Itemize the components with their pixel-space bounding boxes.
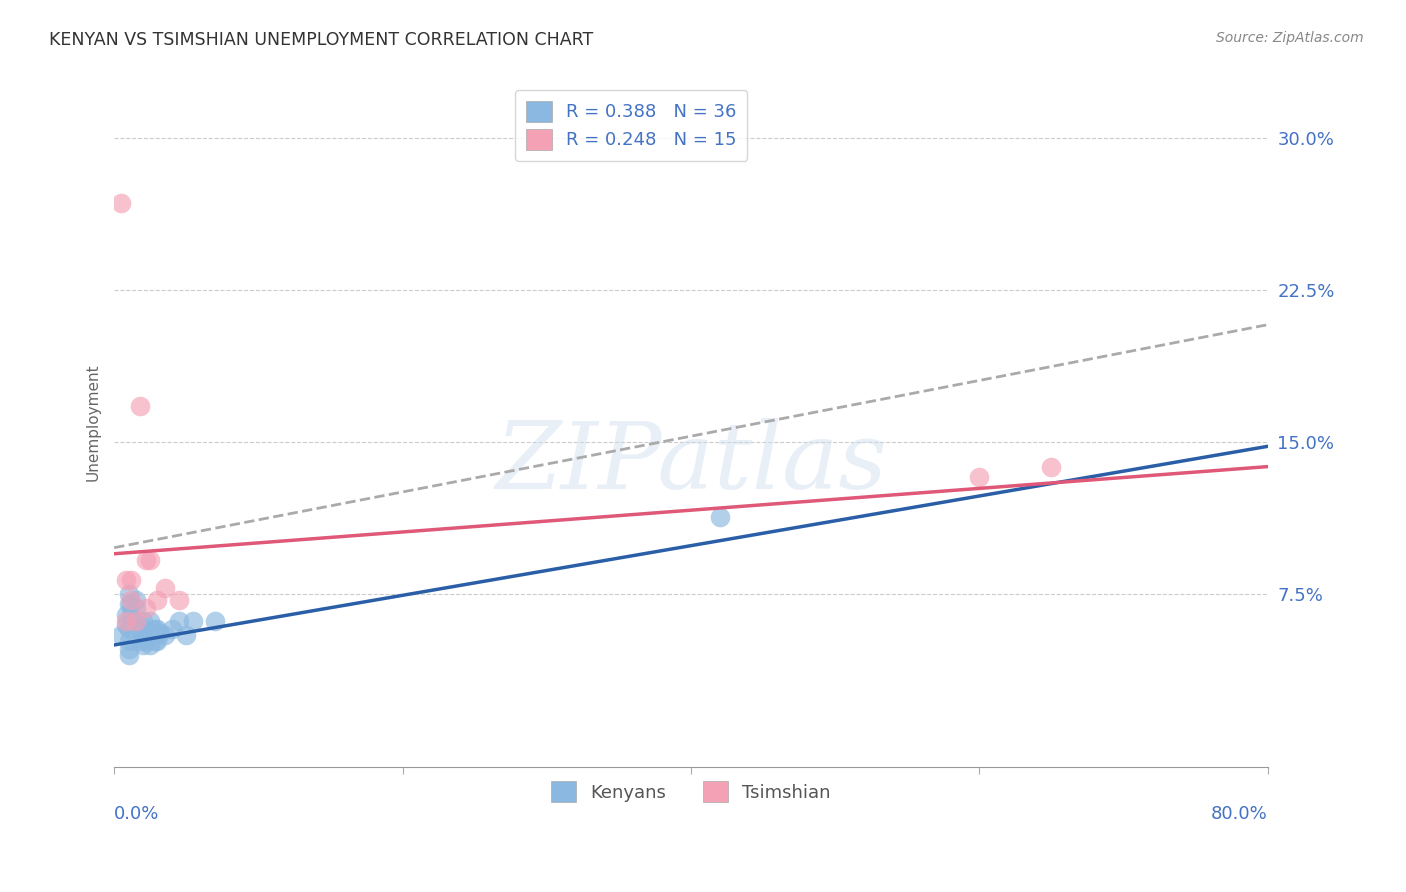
Point bbox=[132, 638, 155, 652]
Point bbox=[132, 614, 155, 628]
Point bbox=[135, 601, 157, 615]
Legend: Kenyans, Tsimshian: Kenyans, Tsimshian bbox=[544, 774, 838, 809]
Point bbox=[114, 617, 136, 632]
Point bbox=[114, 607, 136, 622]
Point bbox=[117, 598, 139, 612]
Point bbox=[146, 593, 169, 607]
Point bbox=[183, 614, 205, 628]
Point bbox=[139, 638, 162, 652]
Point bbox=[969, 469, 991, 483]
Point bbox=[167, 593, 190, 607]
Point bbox=[117, 648, 139, 662]
Point bbox=[153, 581, 176, 595]
Text: Source: ZipAtlas.com: Source: ZipAtlas.com bbox=[1216, 31, 1364, 45]
Point bbox=[146, 622, 169, 636]
Point bbox=[167, 614, 190, 628]
Point bbox=[129, 399, 152, 413]
Point bbox=[125, 593, 148, 607]
Point bbox=[139, 628, 162, 642]
Point bbox=[153, 628, 176, 642]
Point bbox=[709, 510, 731, 524]
Point bbox=[143, 634, 166, 648]
Point bbox=[125, 614, 148, 628]
Point bbox=[121, 607, 143, 622]
Point bbox=[146, 634, 169, 648]
Text: ZIPatlas: ZIPatlas bbox=[495, 418, 887, 508]
Point bbox=[125, 601, 148, 615]
Point bbox=[117, 634, 139, 648]
Point bbox=[149, 625, 172, 640]
Point bbox=[129, 622, 152, 636]
Point bbox=[129, 634, 152, 648]
Point bbox=[135, 622, 157, 636]
Point bbox=[110, 628, 132, 642]
Text: 0.0%: 0.0% bbox=[114, 805, 159, 823]
Text: KENYAN VS TSIMSHIAN UNEMPLOYMENT CORRELATION CHART: KENYAN VS TSIMSHIAN UNEMPLOYMENT CORRELA… bbox=[49, 31, 593, 49]
Point bbox=[121, 573, 143, 587]
Text: 80.0%: 80.0% bbox=[1211, 805, 1268, 823]
Point bbox=[143, 622, 166, 636]
Point bbox=[1040, 459, 1063, 474]
Point bbox=[114, 573, 136, 587]
Point bbox=[135, 553, 157, 567]
Point bbox=[114, 614, 136, 628]
Point bbox=[121, 593, 143, 607]
Point bbox=[174, 628, 197, 642]
Point bbox=[139, 553, 162, 567]
Point bbox=[121, 598, 143, 612]
Point bbox=[117, 622, 139, 636]
Point bbox=[125, 614, 148, 628]
Y-axis label: Unemployment: Unemployment bbox=[86, 363, 100, 481]
Point bbox=[132, 628, 155, 642]
Point bbox=[160, 622, 183, 636]
Point bbox=[135, 634, 157, 648]
Point bbox=[117, 587, 139, 601]
Point bbox=[110, 196, 132, 211]
Point bbox=[117, 642, 139, 657]
Point bbox=[139, 614, 162, 628]
Point bbox=[204, 614, 226, 628]
